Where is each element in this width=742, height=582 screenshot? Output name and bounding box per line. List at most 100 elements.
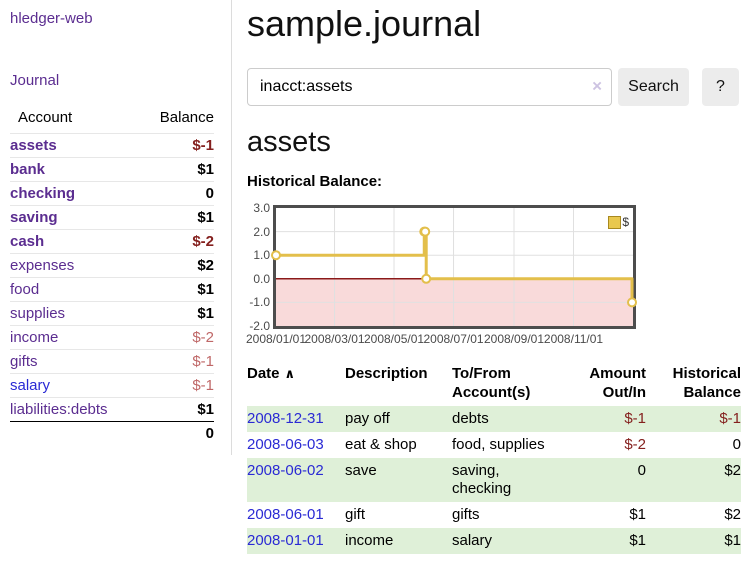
- transaction-date-link[interactable]: 2008-06-02: [247, 462, 324, 479]
- account-link-checking[interactable]: checking: [10, 185, 76, 202]
- transaction-description: gift: [345, 506, 366, 523]
- help-button[interactable]: ?: [702, 68, 739, 106]
- account-row: bank $1: [10, 157, 214, 182]
- account-row: income $-2: [10, 325, 214, 350]
- account-row: cash $-2: [10, 229, 214, 254]
- accounts-table: Account Balance assets $-1 bank $1 check…: [10, 105, 214, 445]
- account-row: supplies $1: [10, 301, 214, 326]
- transaction-amount: $-2: [624, 436, 646, 453]
- register-table: Date ∧ Description To/From Account(s) Amo…: [247, 362, 741, 554]
- account-row: assets $-1: [10, 133, 214, 158]
- account-row: salary $-1: [10, 373, 214, 398]
- account-link-gifts[interactable]: gifts: [10, 353, 38, 370]
- y-tick-label: 1.0: [253, 248, 270, 263]
- register-header-row: Date ∧ Description To/From Account(s) Amo…: [247, 362, 741, 406]
- account-link-income[interactable]: income: [10, 329, 59, 346]
- register-header-accounts: To/From Account(s): [452, 365, 531, 401]
- account-balance: 0: [141, 181, 214, 206]
- clear-search-icon[interactable]: ×: [592, 76, 602, 96]
- register-header-amount: Amount Out/In: [589, 365, 646, 401]
- account-balance: $-1: [141, 373, 214, 398]
- y-tick-label: 3.0: [253, 201, 270, 215]
- sort-ascending-icon: ∧: [284, 366, 296, 381]
- y-tick-label: 0.0: [253, 271, 270, 286]
- account-link-assets[interactable]: assets: [10, 137, 57, 154]
- transaction-amount: $1: [629, 532, 646, 549]
- transaction-date-link[interactable]: 2008-06-01: [247, 506, 324, 523]
- account-balance: $-1: [141, 349, 214, 374]
- chart-title: Historical Balance:: [247, 173, 383, 190]
- transaction-date-link[interactable]: 2008-01-01: [247, 532, 324, 549]
- account-link-cash[interactable]: cash: [10, 233, 45, 250]
- account-link-saving[interactable]: saving: [10, 209, 58, 226]
- y-tick-label: -1.0: [249, 295, 270, 310]
- account-balance: $2: [141, 253, 214, 278]
- account-link-expenses[interactable]: expenses: [10, 257, 75, 274]
- account-row: gifts $-1: [10, 349, 214, 374]
- account-link-supplies[interactable]: supplies: [10, 305, 66, 322]
- accounts-header-account: Account: [18, 109, 73, 126]
- transaction-amount: 0: [637, 462, 646, 479]
- register-header-date[interactable]: Date ∧: [247, 365, 296, 382]
- y-tick-label: -2.0: [249, 319, 270, 333]
- search-input[interactable]: [247, 68, 612, 106]
- accounts-header-balance: Balance: [159, 109, 214, 126]
- transaction-accounts: gifts: [452, 506, 480, 523]
- x-tick-label: 2008/07/01: [423, 332, 484, 346]
- account-row: checking 0: [10, 181, 214, 206]
- account-row: saving $1: [10, 205, 214, 230]
- account-row: expenses $2: [10, 253, 214, 278]
- account-link-food[interactable]: food: [10, 281, 40, 298]
- sidebar-item-journal[interactable]: Journal: [10, 72, 60, 89]
- x-tick-label: 2008/01/01: [245, 332, 307, 346]
- register-row: 2008-06-01 gift gifts $1 $2: [247, 502, 741, 528]
- transaction-accounts: debts: [452, 410, 489, 427]
- legend-swatch-icon: [608, 215, 622, 229]
- transaction-accounts: salary: [452, 532, 493, 549]
- chart-legend: $: [608, 215, 629, 229]
- historical-balance-chart: 3.0 2.0 1.0 0.0 -1.0 -2.0 $ 2008/01/01 2008/03…: [245, 201, 667, 348]
- transaction-date-link[interactable]: 2008-06-03: [247, 436, 324, 453]
- x-tick-label: 2008/09/01: [483, 332, 545, 346]
- account-row: liabilities:debts $1: [10, 397, 214, 422]
- search-button[interactable]: Search: [618, 68, 689, 106]
- y-tick-label: 2.0: [253, 224, 270, 239]
- account-balance: $1: [141, 277, 214, 302]
- x-tick-label: 2008/03/01: [304, 332, 365, 346]
- transaction-balance: $1: [724, 532, 741, 549]
- legend-label: $: [622, 215, 629, 229]
- transaction-balance: $2: [724, 506, 741, 523]
- account-balance: $1: [141, 397, 214, 422]
- register-row: 2008-06-02 save saving, checking 0 $2: [247, 458, 741, 502]
- transaction-accounts: saving, checking: [452, 462, 512, 497]
- app-brand-link[interactable]: hledger-web: [10, 10, 93, 27]
- transaction-balance: $-1: [719, 410, 741, 427]
- account-row: food $1: [10, 277, 214, 302]
- account-page-title: assets: [247, 126, 331, 158]
- accounts-table-header: Account Balance: [10, 105, 214, 134]
- x-tick-label: 2008/11/01: [543, 332, 604, 346]
- register-header-balance: Historical Balance: [672, 365, 741, 401]
- transaction-description: income: [345, 532, 394, 549]
- account-balance: $1: [141, 157, 214, 182]
- transaction-balance: 0: [732, 436, 741, 453]
- account-balance: $-1: [141, 133, 214, 158]
- transaction-date-link[interactable]: 2008-12-31: [247, 410, 324, 427]
- account-balance: $1: [141, 301, 214, 326]
- account-balance: $-2: [141, 325, 214, 350]
- transaction-amount: $-1: [624, 410, 646, 427]
- accounts-total-value: 0: [141, 421, 214, 445]
- account-link-salary[interactable]: salary: [10, 377, 51, 394]
- transaction-balance: $2: [724, 462, 741, 479]
- accounts-total-row: 0: [10, 421, 214, 445]
- chart-plot-area: $: [271, 205, 638, 329]
- transaction-description: eat & shop: [345, 436, 417, 453]
- register-row: 2008-01-01 income salary $1 $1: [247, 528, 741, 554]
- account-link-bank[interactable]: bank: [10, 161, 46, 178]
- account-balance: $-2: [141, 229, 214, 254]
- register-header-description: Description: [345, 365, 428, 382]
- transaction-amount: $1: [629, 506, 646, 523]
- transaction-description: pay off: [345, 410, 390, 427]
- account-link-liabilities-debts[interactable]: liabilities:debts: [10, 401, 108, 418]
- transaction-accounts: food, supplies: [452, 436, 545, 453]
